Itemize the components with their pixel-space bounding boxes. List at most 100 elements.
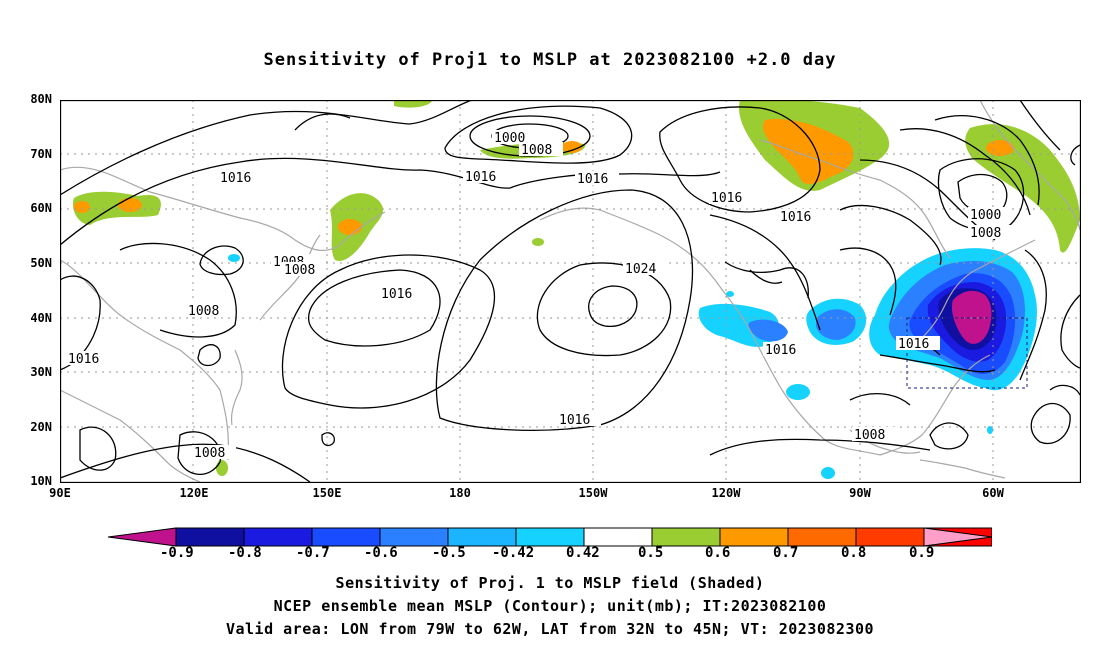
contour-line xyxy=(1070,144,1080,166)
contour-label: 1016 xyxy=(898,337,929,352)
contour-line xyxy=(879,354,996,373)
shade-positive xyxy=(394,100,432,108)
contour-line xyxy=(60,157,721,246)
contour-label: 1008 xyxy=(194,446,225,461)
shade-positive xyxy=(74,201,90,213)
colorbar-label: -0.7 xyxy=(296,545,330,561)
contour-line xyxy=(1030,402,1071,445)
contour-label: 1016 xyxy=(68,352,99,367)
colorbar-cell xyxy=(651,527,721,547)
contour-line xyxy=(1060,294,1080,369)
x-tick-label: 90E xyxy=(49,486,71,500)
colorbar-label: 0.7 xyxy=(773,545,799,561)
contour-line xyxy=(60,100,474,196)
valid-area-box xyxy=(906,317,1028,389)
contour-line xyxy=(749,269,783,284)
colorbar-cell xyxy=(379,527,449,547)
coastline xyxy=(60,166,386,252)
x-tick-label: 90W xyxy=(849,486,871,500)
contour-label: 1016 xyxy=(381,287,412,302)
colorbar-label: 0.6 xyxy=(705,545,731,561)
coastlines xyxy=(60,100,1080,482)
contour-line xyxy=(294,113,351,131)
sensitivity-map: 1000 1008 1016 1016 1016 1016 1016 1000 … xyxy=(60,100,1081,483)
contour-line xyxy=(1019,100,1061,151)
contour-line xyxy=(177,431,222,475)
x-tick-label: 180 xyxy=(449,486,471,500)
caption-line-2: NCEP ensemble mean MSLP (Contour); unit(… xyxy=(273,597,827,615)
map-frame xyxy=(60,100,1081,483)
colorbar-label: -0.6 xyxy=(364,545,398,561)
contour-line xyxy=(934,115,1040,206)
contour-label: 1016 xyxy=(465,170,496,185)
contour-labels: 1000 1008 1016 1016 1016 1016 1016 1000 … xyxy=(66,130,1012,461)
coastline xyxy=(919,459,1006,479)
coastline xyxy=(60,389,201,482)
y-tick-label: 40N xyxy=(30,311,52,325)
y-tick-label: 10N xyxy=(30,474,52,488)
contour-line xyxy=(435,189,694,431)
shade-negative xyxy=(748,319,788,342)
y-tick-label: 60N xyxy=(30,201,52,215)
contour-line xyxy=(709,438,931,456)
colorbar-cells xyxy=(175,527,992,547)
shade-negative xyxy=(726,291,734,297)
colorbar-label: 0.42 xyxy=(566,545,600,561)
coastline xyxy=(759,139,951,259)
contour-line xyxy=(724,261,809,299)
y-tick-label: 70N xyxy=(30,147,52,161)
mslp-contours xyxy=(60,100,1080,482)
x-tick-label: 120W xyxy=(711,486,741,500)
shade-positive xyxy=(216,460,228,476)
contour-line xyxy=(321,432,335,447)
colorbar-label: 0.9 xyxy=(909,545,935,561)
contour-line xyxy=(60,443,311,482)
x-tick-label: 150E xyxy=(312,486,342,500)
contour-line xyxy=(1019,249,1047,381)
colorbar-cell xyxy=(719,527,789,547)
colorbar xyxy=(108,527,992,547)
shade-negative xyxy=(228,254,240,262)
colorbar-cell xyxy=(175,527,245,547)
shade-positive xyxy=(532,238,544,246)
colorbar-label: 0.5 xyxy=(638,545,664,561)
colorbar-cell xyxy=(243,527,313,547)
caption-line-1: Sensitivity of Proj. 1 to MSLP field (Sh… xyxy=(335,574,765,592)
contour-label: 1008 xyxy=(284,263,315,278)
y-tick-label: 30N xyxy=(30,365,52,379)
contour-line xyxy=(899,128,1031,216)
contour-label: 1016 xyxy=(711,191,742,206)
shade-positive xyxy=(562,141,582,153)
contour-line xyxy=(709,214,821,331)
contour-line xyxy=(281,254,496,409)
contour-line xyxy=(199,245,244,276)
contour-line xyxy=(849,393,911,406)
colorbar-cell xyxy=(787,527,857,547)
shade-negative xyxy=(786,384,810,400)
shade-negative xyxy=(821,467,835,479)
colorbar-arrow-left xyxy=(108,527,177,547)
contour-label: 1008 xyxy=(854,428,885,443)
x-tick-label: 60W xyxy=(982,486,1004,500)
contour-label: 1016 xyxy=(220,171,251,186)
contour-line xyxy=(307,269,441,347)
colorbar-label: 0.8 xyxy=(841,545,867,561)
contour-label: 1024 xyxy=(625,262,656,277)
colorbar-arrow-right xyxy=(923,527,992,547)
contour-line xyxy=(536,262,672,357)
coastline xyxy=(879,354,991,456)
colorbar-label: -0.42 xyxy=(492,545,535,561)
contour-line xyxy=(839,247,897,316)
contour-line xyxy=(119,242,237,338)
contour-line xyxy=(1049,384,1080,396)
x-tick-label: 150W xyxy=(578,486,608,500)
colorbar-label: -0.9 xyxy=(160,545,194,561)
contour-label: 1016 xyxy=(780,210,811,225)
contour-line xyxy=(588,285,638,328)
colorbar-cell xyxy=(515,527,585,547)
shade-negative xyxy=(816,309,856,340)
coastline xyxy=(230,349,243,426)
contour-label: 1016 xyxy=(765,343,796,358)
colorbar-cell xyxy=(447,527,517,547)
y-tick-label: 50N xyxy=(30,256,52,270)
